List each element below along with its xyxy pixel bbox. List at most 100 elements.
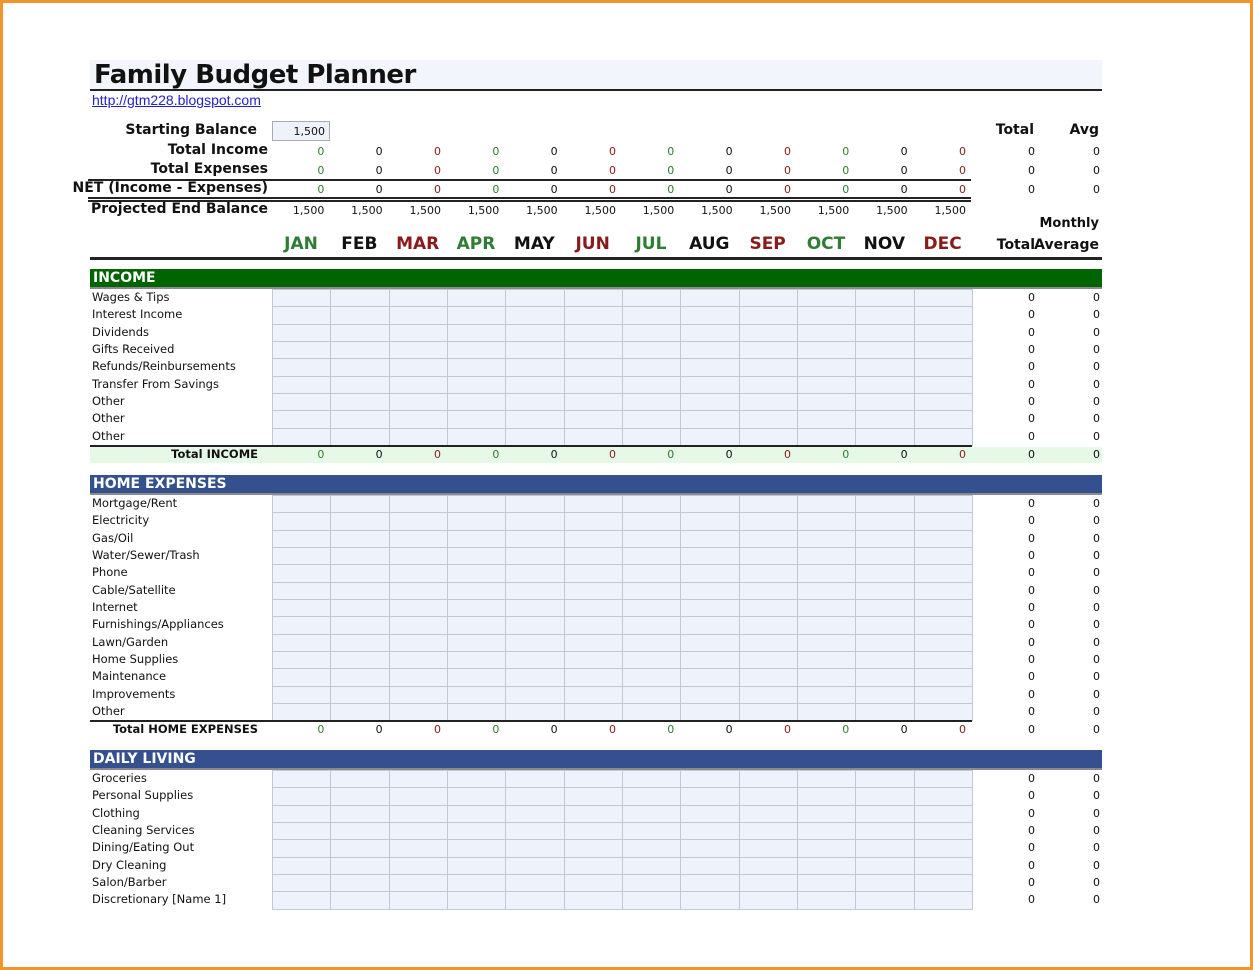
entry-cell[interactable] (738, 821, 798, 841)
entry-cell[interactable] (621, 392, 682, 412)
entry-cell[interactable] (680, 581, 740, 600)
entry-cell[interactable] (388, 410, 448, 429)
entry-cell[interactable] (855, 633, 915, 652)
entry-cell[interactable] (388, 633, 448, 652)
entry-cell[interactable] (563, 668, 623, 687)
entry-cell[interactable] (446, 529, 507, 548)
entry-cell[interactable] (680, 392, 740, 412)
entry-cell[interactable] (563, 340, 623, 360)
entry-cell[interactable] (621, 289, 682, 308)
entry-cell[interactable] (272, 392, 332, 412)
entry-cell[interactable] (505, 392, 565, 412)
entry-cell[interactable] (446, 495, 507, 514)
entry-cell[interactable] (388, 306, 448, 325)
entry-cell[interactable] (738, 323, 798, 342)
entry-cell[interactable] (621, 546, 682, 566)
entry-cell[interactable] (563, 650, 623, 670)
entry-cell[interactable] (913, 289, 973, 308)
entry-cell[interactable] (505, 821, 565, 841)
entry-cell[interactable] (796, 323, 857, 342)
entry-cell[interactable] (272, 804, 332, 823)
entry-cell[interactable] (913, 495, 973, 514)
entry-cell[interactable] (505, 856, 565, 875)
entry-cell[interactable] (505, 581, 565, 600)
entry-cell[interactable] (388, 340, 448, 360)
entry-cell[interactable] (272, 650, 332, 670)
entry-cell[interactable] (446, 770, 507, 789)
entry-cell[interactable] (563, 358, 623, 377)
entry-cell[interactable] (272, 340, 332, 360)
entry-cell[interactable] (738, 787, 798, 806)
entry-cell[interactable] (505, 529, 565, 548)
entry-cell[interactable] (505, 633, 565, 652)
entry-cell[interactable] (796, 392, 857, 412)
entry-cell[interactable] (796, 856, 857, 875)
entry-cell[interactable] (680, 668, 740, 687)
blog-link[interactable]: http://gtm228.blogspot.com (92, 92, 261, 108)
entry-cell[interactable] (913, 306, 973, 325)
starting-balance-input[interactable]: 1,500 (272, 121, 330, 141)
entry-cell[interactable] (505, 427, 565, 446)
entry-cell[interactable] (505, 770, 565, 789)
entry-cell[interactable] (388, 668, 448, 687)
entry-cell[interactable] (272, 427, 332, 446)
entry-cell[interactable] (563, 633, 623, 652)
entry-cell[interactable] (913, 546, 973, 566)
entry-cell[interactable] (855, 581, 915, 600)
entry-cell[interactable] (680, 770, 740, 789)
entry-cell[interactable] (505, 787, 565, 806)
entry-cell[interactable] (563, 702, 623, 722)
entry-cell[interactable] (563, 821, 623, 841)
entry-cell[interactable] (330, 839, 390, 858)
entry-cell[interactable] (738, 770, 798, 789)
entry-cell[interactable] (272, 289, 332, 308)
entry-cell[interactable] (621, 581, 682, 600)
entry-cell[interactable] (796, 529, 857, 548)
entry-cell[interactable] (446, 633, 507, 652)
entry-cell[interactable] (272, 821, 332, 841)
entry-cell[interactable] (272, 616, 332, 635)
entry-cell[interactable] (563, 289, 623, 308)
entry-cell[interactable] (563, 616, 623, 635)
entry-cell[interactable] (446, 340, 507, 360)
entry-cell[interactable] (272, 598, 332, 618)
entry-cell[interactable] (272, 702, 332, 722)
entry-cell[interactable] (621, 873, 682, 893)
entry-cell[interactable] (855, 839, 915, 858)
entry-cell[interactable] (621, 427, 682, 446)
entry-cell[interactable] (446, 358, 507, 377)
entry-cell[interactable] (563, 323, 623, 342)
entry-cell[interactable] (505, 512, 565, 531)
entry-cell[interactable] (388, 358, 448, 377)
entry-cell[interactable] (505, 616, 565, 635)
entry-cell[interactable] (330, 891, 390, 910)
entry-cell[interactable] (913, 650, 973, 670)
entry-cell[interactable] (446, 650, 507, 670)
entry-cell[interactable] (621, 529, 682, 548)
entry-cell[interactable] (505, 891, 565, 910)
entry-cell[interactable] (621, 323, 682, 342)
entry-cell[interactable] (855, 529, 915, 548)
entry-cell[interactable] (272, 685, 332, 704)
entry-cell[interactable] (505, 668, 565, 687)
entry-cell[interactable] (330, 495, 390, 514)
entry-cell[interactable] (796, 804, 857, 823)
entry-cell[interactable] (388, 392, 448, 412)
entry-cell[interactable] (446, 804, 507, 823)
entry-cell[interactable] (855, 375, 915, 394)
entry-cell[interactable] (796, 598, 857, 618)
entry-cell[interactable] (855, 787, 915, 806)
entry-cell[interactable] (855, 702, 915, 722)
entry-cell[interactable] (446, 616, 507, 635)
entry-cell[interactable] (855, 410, 915, 429)
entry-cell[interactable] (621, 804, 682, 823)
entry-cell[interactable] (796, 873, 857, 893)
entry-cell[interactable] (855, 770, 915, 789)
entry-cell[interactable] (505, 650, 565, 670)
entry-cell[interactable] (388, 323, 448, 342)
entry-cell[interactable] (446, 289, 507, 308)
entry-cell[interactable] (913, 856, 973, 875)
entry-cell[interactable] (738, 375, 798, 394)
entry-cell[interactable] (272, 891, 332, 910)
entry-cell[interactable] (330, 529, 390, 548)
